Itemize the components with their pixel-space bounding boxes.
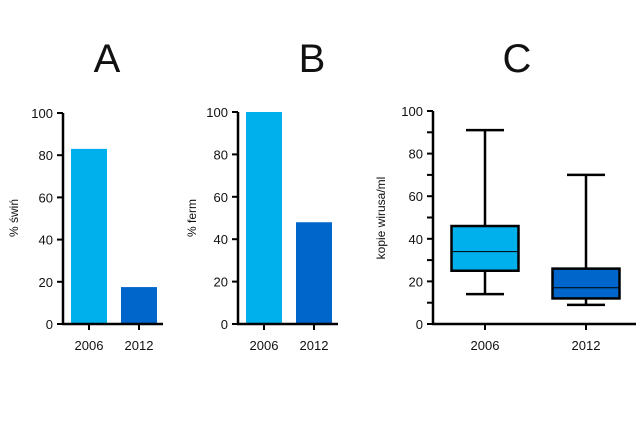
x-tick-label: 2006 bbox=[75, 338, 104, 353]
panel-title: A bbox=[94, 37, 121, 81]
y-tick-label: 40 bbox=[409, 232, 423, 247]
bar-2006 bbox=[71, 148, 107, 324]
y-tick-label: 20 bbox=[214, 275, 228, 290]
y-axis-label: % świń bbox=[7, 199, 21, 237]
y-axis-label: kopie wirusa/ml bbox=[374, 177, 388, 260]
x-tick-label: 2012 bbox=[572, 338, 601, 353]
x-tick-label: 2006 bbox=[250, 338, 279, 353]
bar-2012 bbox=[121, 287, 157, 324]
y-tick-label: 0 bbox=[416, 317, 423, 332]
y-tick-label: 60 bbox=[39, 190, 53, 205]
y-tick-label: 40 bbox=[214, 232, 228, 247]
y-tick-label: 0 bbox=[221, 317, 228, 332]
y-tick-label: 60 bbox=[409, 189, 423, 204]
y-tick-label: 20 bbox=[39, 275, 53, 290]
x-tick-label: 2012 bbox=[125, 338, 154, 353]
y-tick-label: 100 bbox=[206, 105, 228, 120]
y-tick-label: 80 bbox=[409, 147, 423, 162]
y-tick-label: 0 bbox=[46, 317, 53, 332]
box-2012 bbox=[551, 267, 621, 300]
panel-b: B % ferm 0 20 40 60 80 100 2006 2012 bbox=[185, 37, 338, 353]
x-tick-label: 2012 bbox=[300, 338, 329, 353]
y-tick-label: 40 bbox=[39, 233, 53, 248]
y-tick-label: 20 bbox=[409, 274, 423, 289]
y-tick-label: 100 bbox=[31, 106, 53, 121]
panel-a: A % świń 0 20 40 60 80 100 2006 2012 bbox=[7, 37, 163, 353]
y-tick-label: 60 bbox=[214, 190, 228, 205]
y-tick-label: 80 bbox=[39, 148, 53, 163]
panel-title: B bbox=[299, 37, 326, 81]
x-tick-label: 2006 bbox=[471, 338, 500, 353]
bar-2012 bbox=[296, 222, 332, 324]
box-2006 bbox=[450, 224, 520, 273]
y-tick-label: 80 bbox=[214, 147, 228, 162]
panel-title: C bbox=[503, 37, 532, 81]
y-axis-label: % ferm bbox=[185, 199, 199, 237]
bar-2006 bbox=[246, 112, 282, 324]
y-tick-label: 100 bbox=[401, 104, 423, 119]
